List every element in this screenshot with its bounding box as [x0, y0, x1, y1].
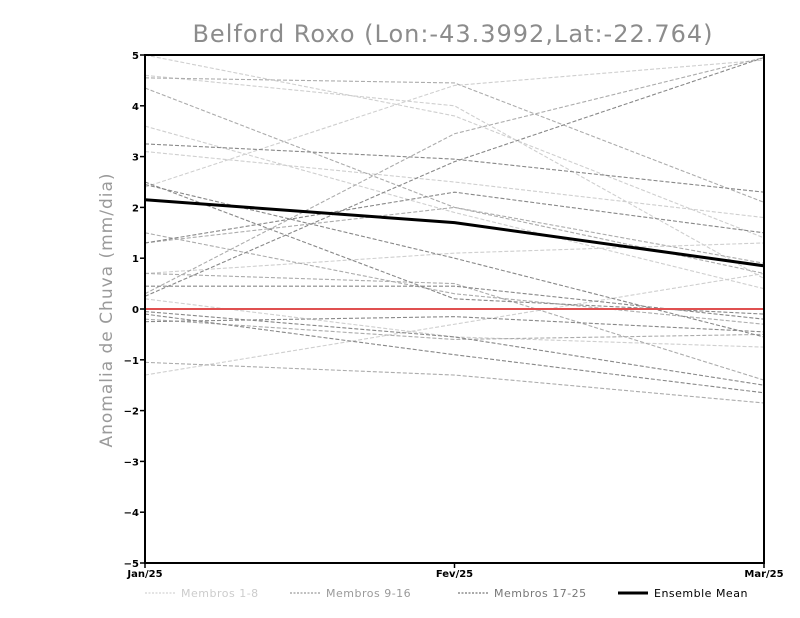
y-tick-label: 4 — [132, 102, 139, 113]
y-tick-label: 3 — [132, 153, 139, 164]
plot-frame — [144, 54, 765, 564]
legend-label: Membros 1-8 — [181, 587, 259, 600]
chart-title: Belford Roxo (Lon:-43.3992,Lat:-22.764) — [192, 20, 713, 48]
y-axis-ticks: −5 −4 −3 −2 −1 0 1 2 3 4 5 — [124, 51, 145, 570]
member-line-2-7 — [144, 272, 765, 381]
member-line-1-3 — [144, 242, 765, 274]
y-tick-label: 0 — [132, 305, 139, 316]
y-tick-label: −2 — [124, 407, 139, 418]
member-line-2-8 — [144, 232, 765, 325]
member-line-1-5 — [144, 150, 765, 219]
y-axis-label: Anomalia de Chuva (mm/dia) — [97, 172, 117, 447]
member-line-2-2 — [144, 318, 765, 341]
member-line-2-1 — [144, 206, 765, 264]
member-line-1-8 — [144, 74, 765, 280]
member-line-1-6 — [144, 298, 765, 348]
member-line-2-6 — [144, 361, 765, 404]
member-line-3-3 — [144, 57, 765, 297]
legend-label: Ensemble Mean — [654, 587, 748, 600]
legend-label: Membros 17-25 — [494, 587, 587, 600]
y-tick-label: 2 — [132, 203, 139, 214]
member-line-3-5 — [144, 143, 765, 193]
member-line-1-4 — [144, 125, 765, 290]
legend-label: Membros 9-16 — [326, 587, 411, 600]
ensemble-mean-line — [144, 198, 765, 268]
member-line-1-7 — [144, 54, 765, 239]
y-tick-label: −1 — [124, 356, 139, 367]
member-line-3-8 — [145, 285, 765, 320]
member-line-3-1 — [144, 313, 765, 394]
member-line-2-3 — [144, 57, 765, 295]
member-line-1-1 — [144, 272, 765, 376]
y-tick-label: 5 — [132, 51, 139, 62]
legend: Membros 1-8 Membros 9-16 Membros 17-25 Ense… — [145, 587, 748, 600]
member-line-3-9 — [144, 310, 765, 386]
y-tick-label: 1 — [132, 254, 139, 265]
member-line-3-7 — [144, 184, 765, 338]
x-axis-ticks: Jan/25 Fev/25 Mar/25 — [126, 563, 784, 580]
x-tick-label: Fev/25 — [436, 569, 473, 580]
x-tick-label: Jan/25 — [126, 569, 162, 580]
member-line-3-6 — [144, 191, 765, 244]
ensemble-mean-group — [144, 198, 765, 268]
member-lines — [144, 54, 765, 404]
y-tick-label: −5 — [124, 559, 139, 570]
member-line-2-4 — [144, 77, 765, 203]
y-tick-label: −4 — [124, 508, 139, 519]
x-tick-label: Mar/25 — [744, 569, 783, 580]
y-tick-label: −3 — [124, 457, 139, 468]
member-line-1-2 — [144, 59, 765, 188]
